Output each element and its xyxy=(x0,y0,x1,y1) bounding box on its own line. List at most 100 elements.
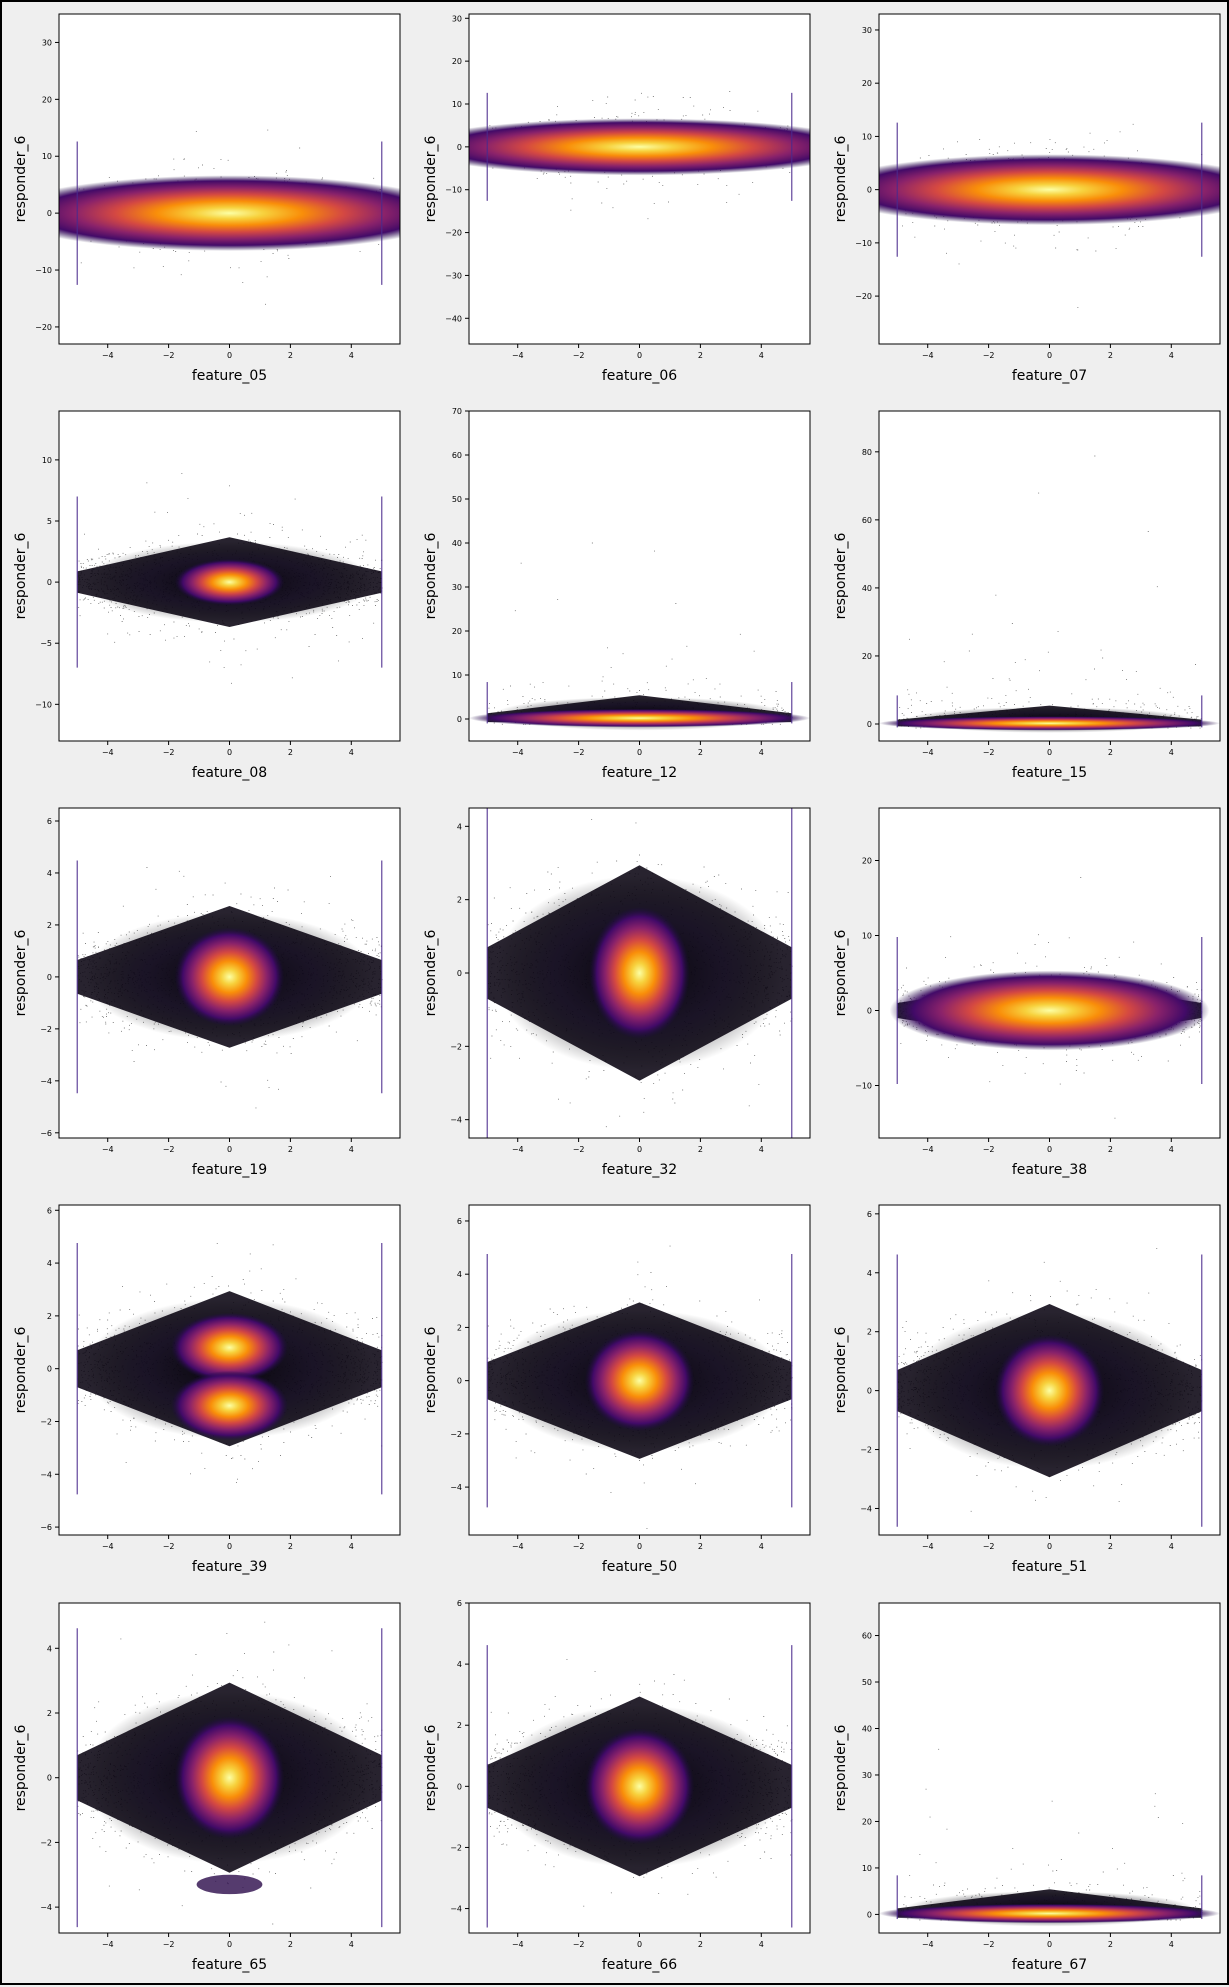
y-tick-label: 30 xyxy=(452,14,462,23)
y-tick-label: 0 xyxy=(867,1007,872,1016)
x-tick-label: −4 xyxy=(102,1145,114,1154)
y-tick-label: −4 xyxy=(450,1483,462,1492)
subplot-feature_65: −4 −2 0 2 4 −4 −2 0 2 4 feature_65 responder_6 xyxy=(13,1602,401,1973)
x-tick-label: 0 xyxy=(227,351,232,360)
x-tick-label: 0 xyxy=(227,748,232,757)
scatter-points xyxy=(486,1245,793,1530)
x-tick-label: 4 xyxy=(1169,1145,1174,1154)
x-tick-label: −4 xyxy=(102,748,114,757)
x-axis-label: feature_66 xyxy=(602,1957,677,1973)
x-tick-label: 4 xyxy=(349,1542,354,1551)
x-tick-label: 4 xyxy=(1169,1940,1174,1949)
y-axis-label: responder_6 xyxy=(13,135,29,222)
subplot-feature_08: −4 −2 0 2 4 −10 −5 0 5 10 feature_08 responder_6 xyxy=(13,410,401,781)
scatter-points xyxy=(896,1247,1203,1527)
y-tick-label: −4 xyxy=(40,1470,52,1479)
y-tick-label: 0 xyxy=(457,1782,462,1791)
y-tick-label: 2 xyxy=(457,1721,462,1730)
y-tick-label: 60 xyxy=(452,451,462,460)
x-tick-label: 4 xyxy=(759,748,764,757)
y-axis-label: responder_6 xyxy=(423,1724,439,1811)
y-tick-label: 20 xyxy=(862,652,872,661)
scatter-points xyxy=(469,542,810,731)
y-tick-label: 0 xyxy=(47,209,52,218)
x-tick-label: 4 xyxy=(759,1145,764,1154)
y-tick-label: 4 xyxy=(457,1270,462,1279)
x-tick-label: 2 xyxy=(288,1145,293,1154)
y-tick-label: 0 xyxy=(867,720,872,729)
y-tick-label: 40 xyxy=(862,584,872,593)
x-axis-label: feature_05 xyxy=(192,368,267,384)
y-tick-label: 4 xyxy=(47,869,52,878)
y-tick-label: 20 xyxy=(862,1817,872,1826)
y-axis-label: responder_6 xyxy=(13,1724,29,1811)
x-tick-label: −4 xyxy=(922,351,934,360)
x-tick-label: −4 xyxy=(102,351,114,360)
y-tick-label: 10 xyxy=(42,456,52,465)
x-axis-label: feature_32 xyxy=(602,1162,677,1178)
x-tick-label: 2 xyxy=(288,1542,293,1551)
x-tick-label: −4 xyxy=(512,1940,524,1949)
y-tick-label: −10 xyxy=(855,1082,872,1091)
x-tick-label: −4 xyxy=(512,748,524,757)
y-tick-label: 0 xyxy=(47,578,52,587)
y-axis-label: responder_6 xyxy=(833,1326,849,1413)
x-tick-label: 4 xyxy=(349,351,354,360)
y-tick-label: 40 xyxy=(862,1724,872,1733)
plot-area xyxy=(469,14,810,344)
y-tick-label: 2 xyxy=(47,1312,52,1321)
x-tick-label: 2 xyxy=(698,351,703,360)
y-tick-label: 4 xyxy=(457,822,462,831)
y-tick-label: −10 xyxy=(35,266,52,275)
x-tick-label: 0 xyxy=(637,1940,642,1949)
y-tick-label: −10 xyxy=(35,700,52,709)
y-tick-label: −2 xyxy=(40,1417,52,1426)
x-tick-label: −4 xyxy=(512,1542,524,1551)
y-tick-label: 10 xyxy=(862,132,872,141)
y-tick-label: −4 xyxy=(40,1077,52,1086)
x-tick-label: 2 xyxy=(698,748,703,757)
scatter-points xyxy=(879,455,1220,733)
x-tick-label: −4 xyxy=(922,748,934,757)
y-tick-label: −10 xyxy=(445,186,462,195)
x-tick-label: −4 xyxy=(512,1145,524,1154)
y-tick-label: 0 xyxy=(867,1910,872,1919)
scatter-points xyxy=(59,129,400,305)
x-tick-label: −2 xyxy=(573,1542,585,1551)
y-tick-label: −20 xyxy=(35,323,52,332)
y-tick-label: −40 xyxy=(445,314,462,323)
y-tick-label: 30 xyxy=(42,38,52,47)
y-tick-label: 60 xyxy=(862,516,872,525)
x-tick-label: −2 xyxy=(573,1940,585,1949)
x-tick-label: −2 xyxy=(983,1940,995,1949)
x-tick-label: 0 xyxy=(1047,748,1052,757)
scatter-points xyxy=(469,91,810,220)
y-axis-label: responder_6 xyxy=(423,1326,439,1413)
y-tick-label: 2 xyxy=(47,921,52,930)
y-tick-label: −20 xyxy=(855,292,872,301)
y-tick-label: −6 xyxy=(40,1129,52,1138)
x-tick-label: 2 xyxy=(288,1940,293,1949)
y-tick-label: 80 xyxy=(862,448,872,457)
y-tick-label: 6 xyxy=(47,1206,52,1215)
y-tick-label: 20 xyxy=(452,627,462,636)
subplot-feature_19: −4 −2 0 2 4 −6 −4 −2 0 2 4 6 feature_19 responder_6 xyxy=(13,807,401,1178)
x-tick-label: −4 xyxy=(922,1542,934,1551)
x-tick-label: 4 xyxy=(1169,1542,1174,1551)
y-tick-label: −20 xyxy=(445,229,462,238)
x-tick-label: −2 xyxy=(573,748,585,757)
y-axis-label: responder_6 xyxy=(833,929,849,1016)
subplot-feature_67: −4 −2 0 2 40102030405060feature_67responder_… xyxy=(833,1602,1221,1973)
scatter-points xyxy=(486,808,793,1138)
y-axis-label: responder_6 xyxy=(13,532,29,619)
x-tick-label: 0 xyxy=(637,748,642,757)
y-tick-label: −4 xyxy=(450,1905,462,1914)
y-tick-label: 6 xyxy=(47,817,52,826)
x-tick-label: 4 xyxy=(759,1542,764,1551)
x-tick-label: −4 xyxy=(922,1145,934,1154)
subplot-feature_39: −4 −2 0 2 4 −6 −4 −2 0 2 4 6 feature_39 responder_6 xyxy=(13,1204,401,1575)
y-tick-label: −30 xyxy=(445,271,462,280)
y-tick-label: −4 xyxy=(860,1504,872,1513)
y-axis-label: responder_6 xyxy=(833,1724,849,1811)
